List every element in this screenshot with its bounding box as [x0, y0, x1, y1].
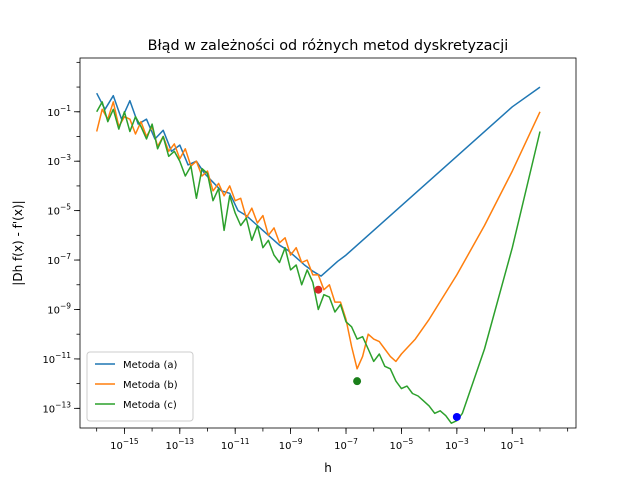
x-axis-ticks: 10−15 10−13 10−11 10−9 10−7 10−5 10−3 10−1	[96, 428, 569, 452]
x-tick-label: 10−3	[445, 437, 469, 452]
minimum-marker-2	[353, 377, 362, 386]
legend-label-3: Metoda (c)	[123, 400, 177, 411]
y-tick-label-base: 10	[47, 207, 60, 218]
chart-title: Błąd w zależności od różnych metod dyskr…	[148, 38, 509, 54]
y-tick-label-exponent: −11	[55, 351, 71, 360]
y-tick-label: 10−7	[47, 252, 71, 267]
x-tick-label-exponent: −13	[178, 437, 194, 446]
x-tick-label-base: 10	[445, 441, 458, 452]
x-tick-label-exponent: −7	[347, 437, 358, 446]
x-tick-label: 10−1	[500, 437, 524, 452]
series-line-3	[96, 101, 541, 424]
x-tick-label: 10−11	[221, 437, 250, 452]
x-tick-label: 10−7	[334, 437, 358, 452]
y-tick-label-exponent: −9	[60, 301, 71, 310]
y-tick-label-exponent: −1	[60, 104, 71, 113]
y-tick-label-exponent: −13	[55, 400, 71, 409]
x-tick-label-base: 10	[221, 441, 234, 452]
y-axis-label: |Dh f(x) - f'(x)|	[11, 200, 25, 285]
y-tick-label-exponent: −7	[60, 252, 71, 261]
x-axis-label: h	[324, 461, 332, 475]
legend-label-1: Metoda (a)	[123, 360, 178, 371]
y-tick-label-exponent: −5	[60, 203, 71, 212]
y-tick-label: 10−1	[47, 104, 71, 119]
series-layer	[95, 86, 541, 424]
y-tick-label: 10−5	[47, 203, 71, 218]
y-tick-label-base: 10	[47, 256, 60, 267]
y-tick-label-base: 10	[42, 404, 55, 415]
series-line-1	[96, 86, 541, 277]
x-tick-label: 10−13	[166, 437, 195, 452]
y-tick-label-base: 10	[47, 305, 60, 316]
y-tick-label-base: 10	[47, 108, 60, 119]
x-tick-label-exponent: −1	[513, 437, 524, 446]
y-tick-label-base: 10	[42, 355, 55, 366]
x-tick-label-base: 10	[500, 441, 513, 452]
x-tick-label: 10−5	[390, 437, 414, 452]
y-tick-label: 10−3	[47, 153, 71, 168]
minimum-marker-3	[452, 412, 461, 421]
x-tick-label-base: 10	[279, 441, 292, 452]
x-tick-label: 10−9	[279, 437, 303, 452]
y-tick-label: 10−13	[42, 400, 71, 415]
minimum-marker-1	[314, 285, 323, 294]
y-tick-label-exponent: −3	[60, 153, 71, 162]
x-tick-label-exponent: −5	[402, 437, 413, 446]
y-tick-label-base: 10	[47, 157, 60, 168]
x-tick-label-base: 10	[390, 441, 403, 452]
marker-layer	[314, 285, 461, 421]
x-tick-label-base: 10	[334, 441, 347, 452]
legend: Metoda (a) Metoda (b) Metoda (c)	[86, 351, 194, 422]
x-tick-label-exponent: −3	[458, 437, 469, 446]
x-tick-label-exponent: −15	[123, 437, 139, 446]
x-tick-label-exponent: −9	[291, 437, 302, 446]
x-tick-label-base: 10	[166, 441, 179, 452]
axes-frame	[79, 57, 577, 429]
y-tick-label: 10−9	[47, 301, 71, 316]
y-tick-label: 10−11	[42, 351, 71, 366]
x-tick-label: 10−15	[110, 437, 139, 452]
x-tick-label-base: 10	[110, 441, 123, 452]
legend-label-2: Metoda (b)	[123, 380, 178, 391]
plot-area	[79, 57, 577, 429]
x-tick-label-exponent: −11	[234, 437, 250, 446]
